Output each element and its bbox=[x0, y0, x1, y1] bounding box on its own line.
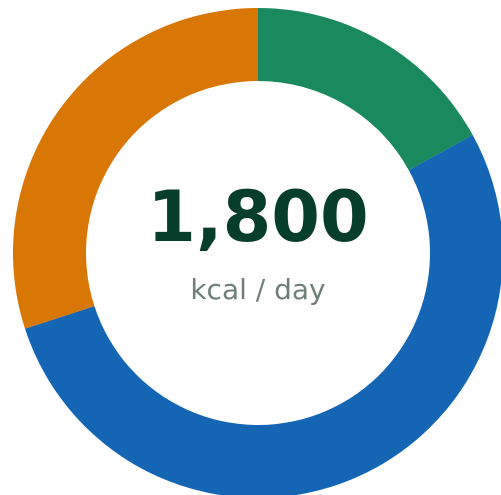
center-value: 1,800 bbox=[147, 176, 368, 258]
center-unit: kcal / day bbox=[190, 273, 325, 306]
donut-slice bbox=[12, 8, 258, 329]
donut-slice bbox=[24, 134, 501, 495]
donut bbox=[12, 8, 501, 495]
donut-slice bbox=[258, 8, 473, 171]
